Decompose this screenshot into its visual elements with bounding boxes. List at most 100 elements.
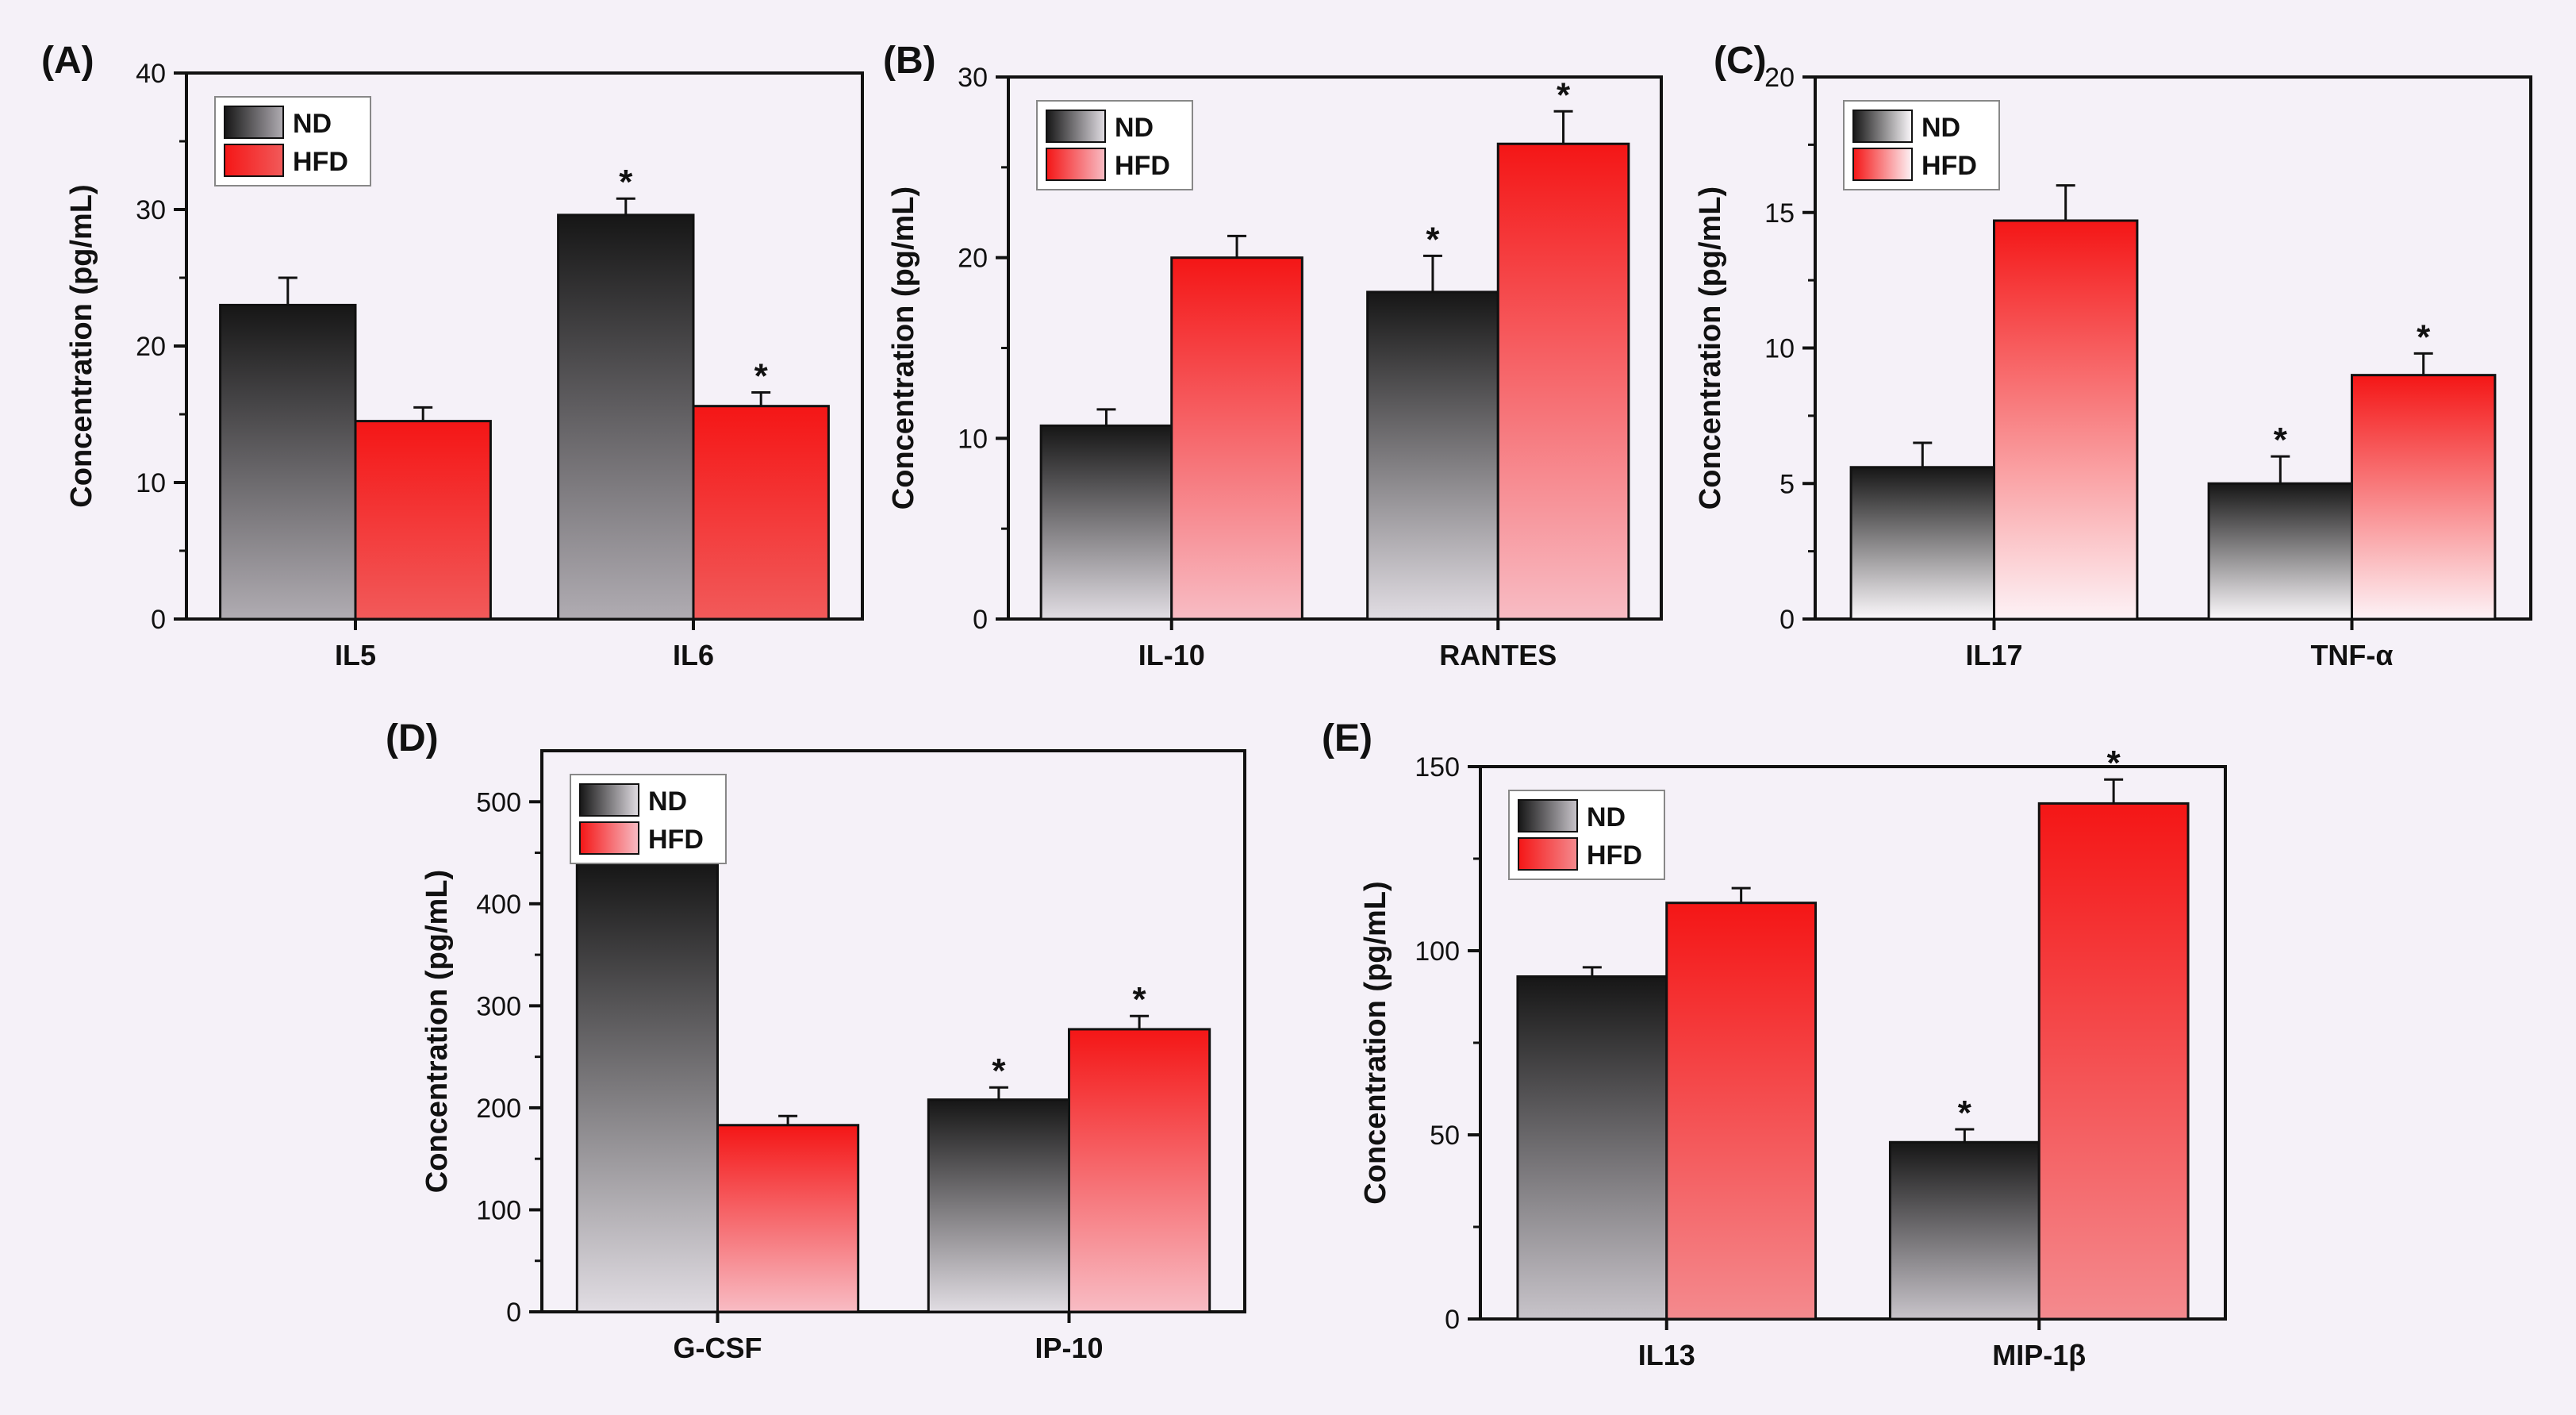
- y-tick-label: 10: [1764, 334, 1795, 364]
- y-tick-label: 20: [958, 244, 988, 274]
- significance-star: *: [1958, 1094, 1972, 1132]
- bar-hfd-2: [2037, 802, 2190, 1321]
- legend-swatch-nd: [1046, 110, 1106, 143]
- bar-nd-2: [1888, 1140, 2040, 1321]
- y-tick-label: 0: [1779, 605, 1795, 635]
- significance-star: *: [754, 356, 769, 395]
- category-label: IL6: [673, 639, 714, 671]
- y-axis-title: Concentration (pg/mL): [65, 184, 98, 507]
- y-tick-label: 0: [973, 605, 988, 635]
- legend-swatch-hfd: [1518, 837, 1578, 871]
- bar-hfd-2: [1496, 142, 1630, 621]
- category-label: IP-10: [1035, 1332, 1103, 1364]
- legend-swatch-hfd: [1046, 148, 1106, 181]
- significance-star: *: [2107, 744, 2121, 782]
- y-tick-label: 300: [476, 991, 521, 1021]
- category-label: IL13: [1638, 1339, 1695, 1371]
- y-tick-label: 150: [1415, 752, 1460, 782]
- panel-letter: (E): [1322, 717, 1372, 759]
- y-tick-label: 20: [136, 332, 166, 362]
- significance-star: *: [1133, 980, 1147, 1019]
- significance-star: *: [1557, 75, 1571, 114]
- legend-label-hfd: HFD: [648, 825, 704, 855]
- chart-panel-2: (B) 0 10 20 30 Concentration (pg/mL) IL-10 RANT…: [883, 40, 1663, 671]
- y-axis-title: Concentration (pg/mL): [1359, 881, 1392, 1204]
- significance-star: *: [992, 1052, 1006, 1090]
- bar-nd-1: [575, 861, 719, 1313]
- panel-letter: (A): [41, 40, 94, 82]
- bar-nd-2: [1366, 290, 1499, 621]
- legend-label-hfd: HFD: [1921, 151, 1977, 181]
- category-label: IL5: [335, 639, 376, 671]
- bar-nd-1: [1516, 975, 1668, 1321]
- plot-frame: [540, 749, 1246, 1313]
- panel-letter: (D): [386, 717, 439, 759]
- y-tick-label: 50: [1430, 1121, 1460, 1151]
- bar-nd-1: [1039, 424, 1173, 621]
- bar-nd-1: [219, 303, 357, 621]
- panel-letter: (B): [883, 40, 936, 82]
- significance-star: *: [2417, 317, 2431, 356]
- y-tick-label: 20: [1764, 63, 1795, 93]
- legend-label-nd: ND: [1921, 113, 1960, 143]
- category-label: IL-10: [1138, 639, 1205, 671]
- legend-label-hfd: HFD: [1587, 840, 1642, 871]
- chart-panel-1: (A) 0 10 20 30 40 Concentration (pg/mL) IL5 IL6 *…: [41, 40, 864, 671]
- significance-star: *: [1426, 220, 1440, 259]
- bar-hfd-1: [1170, 256, 1303, 621]
- bar-hfd-1: [1665, 902, 1818, 1321]
- category-label: TNF-α: [2310, 639, 2393, 671]
- bar-hfd-1: [1993, 219, 2139, 621]
- category-label: G-CSF: [674, 1332, 762, 1364]
- legend-swatch-nd: [1518, 799, 1578, 832]
- y-tick-label: 30: [136, 195, 166, 225]
- bar-hfd-1: [716, 1124, 860, 1313]
- y-tick-label: 10: [136, 468, 166, 498]
- legend-label-hfd: HFD: [293, 147, 348, 177]
- legend-swatch-hfd: [579, 821, 639, 855]
- y-tick-label: 0: [506, 1298, 521, 1328]
- chart-panel-5: (E) 0 50 100 150 Concentration (pg/mL) IL13 MIP…: [1322, 717, 2227, 1371]
- y-tick-label: 500: [476, 787, 521, 817]
- y-tick-label: 200: [476, 1094, 521, 1124]
- bar-hfd-2: [2351, 374, 2497, 621]
- legend-label-nd: ND: [1587, 802, 1626, 832]
- legend-swatch-nd: [224, 106, 284, 139]
- category-label: MIP-1β: [1992, 1339, 2086, 1371]
- legend-swatch-hfd: [224, 144, 284, 177]
- chart-panel-3: (C) 0 5 10 15 20 Concentration (pg/mL) IL17 TNF-…: [1694, 40, 2532, 671]
- y-axis-title: Concentration (pg/mL): [1694, 186, 1727, 509]
- bar-nd-2: [2207, 482, 2354, 621]
- legend-label-nd: ND: [1115, 113, 1154, 143]
- bar-nd-2: [927, 1098, 1071, 1313]
- bar-hfd-2: [692, 405, 830, 621]
- legend-label-nd: ND: [648, 786, 687, 817]
- bar-nd-1: [1849, 466, 1996, 621]
- category-label: IL17: [1965, 639, 2022, 671]
- legend-swatch-nd: [579, 783, 639, 817]
- y-tick-label: 30: [958, 63, 988, 93]
- chart-panel-4: (D) 0 100 200 300 400 500 Concentration (pg/mL)…: [386, 717, 1246, 1364]
- legend-label-hfd: HFD: [1115, 151, 1170, 181]
- category-label: RANTES: [1439, 639, 1557, 671]
- bar-hfd-1: [354, 420, 492, 621]
- significance-star: *: [2274, 421, 2288, 459]
- y-tick-label: 0: [1445, 1305, 1460, 1335]
- y-tick-label: 15: [1764, 198, 1795, 229]
- y-axis-title: Concentration (pg/mL): [420, 870, 454, 1193]
- y-axis-title: Concentration (pg/mL): [887, 186, 920, 509]
- y-tick-label: 5: [1779, 469, 1795, 499]
- legend-label-nd: ND: [293, 109, 332, 139]
- bar-nd-2: [557, 213, 695, 621]
- legend-swatch-nd: [1852, 110, 1913, 143]
- panel-letter: (C): [1714, 40, 1767, 82]
- y-tick-label: 100: [1415, 936, 1460, 967]
- y-tick-label: 10: [958, 424, 988, 454]
- significance-star: *: [619, 163, 633, 202]
- y-tick-label: 400: [476, 890, 521, 920]
- y-tick-label: 100: [476, 1195, 521, 1225]
- y-tick-label: 40: [136, 59, 166, 89]
- legend-swatch-hfd: [1852, 148, 1913, 181]
- y-tick-label: 0: [151, 605, 166, 635]
